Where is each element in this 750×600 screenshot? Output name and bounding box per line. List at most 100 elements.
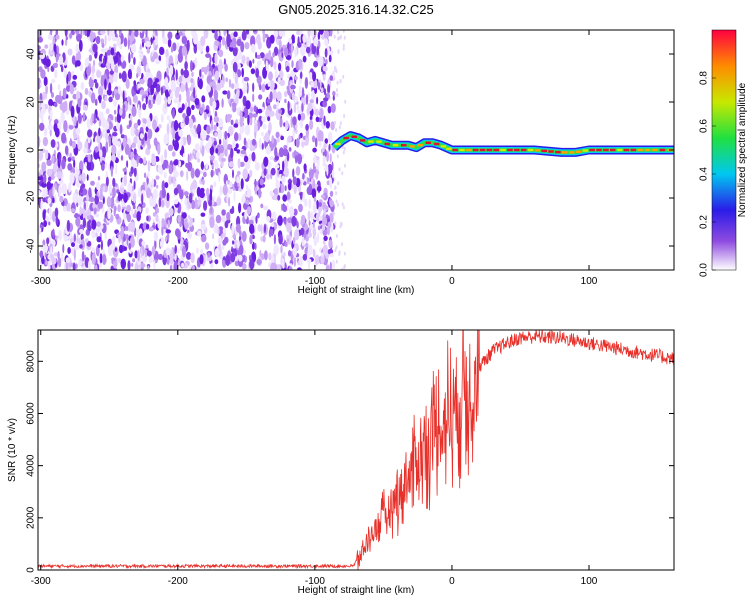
noise-cell	[284, 98, 287, 104]
noise-cell	[123, 192, 128, 203]
noise-cell	[66, 74, 69, 85]
noise-cell	[244, 42, 250, 50]
noise-cell	[86, 215, 92, 220]
noise-cell	[73, 159, 76, 168]
noise-cell	[305, 242, 309, 248]
noise-cell	[80, 185, 83, 194]
noise-cell	[229, 181, 233, 188]
noise-cell	[194, 98, 200, 106]
noise-cell	[305, 46, 311, 54]
noise-cell	[160, 199, 165, 208]
noise-cell	[182, 245, 186, 258]
noise-cell	[74, 62, 78, 67]
noise-cell	[253, 105, 257, 113]
noise-cell	[117, 204, 121, 213]
noise-cell	[232, 140, 236, 149]
snr-xlabel: Height of straight line (km)	[298, 585, 415, 596]
noise-cell	[166, 257, 170, 265]
noise-cell	[155, 213, 159, 223]
noise-cell	[301, 141, 304, 148]
noise-cell	[267, 81, 271, 87]
noise-cell	[95, 35, 101, 45]
noise-cell	[238, 254, 243, 262]
noise-cell	[281, 258, 285, 263]
noise-cell	[39, 224, 44, 229]
noise-cell	[198, 131, 201, 139]
noise-cell	[233, 93, 237, 100]
noise-cell	[312, 147, 317, 153]
noise-cell	[58, 153, 62, 164]
noise-cell	[125, 234, 129, 240]
noise-cell	[69, 32, 73, 39]
noise-cell	[102, 253, 107, 266]
noise-cell	[258, 187, 262, 199]
noise-cell	[280, 135, 285, 141]
noise-cell	[187, 217, 190, 223]
noise-cell	[136, 232, 139, 243]
noise-cell	[318, 202, 322, 207]
noise-cell	[222, 244, 225, 251]
noise-cell	[284, 90, 288, 98]
noise-cell	[231, 240, 235, 245]
noise-cell	[58, 229, 63, 242]
noise-cell	[141, 193, 144, 206]
noise-cell	[139, 78, 145, 85]
noise-cell	[271, 253, 275, 264]
noise-cell	[252, 146, 256, 151]
noise-cell	[181, 103, 185, 111]
noise-cell	[256, 34, 261, 45]
noise-cell	[213, 181, 217, 188]
noise-cell	[215, 82, 222, 91]
noise-cell	[265, 109, 271, 118]
noise-cell	[290, 84, 296, 90]
noise-cell	[259, 249, 262, 258]
noise-cell	[234, 73, 239, 85]
noise-cell	[327, 105, 332, 114]
noise-cell	[180, 82, 186, 93]
noise-cell	[137, 119, 141, 126]
noise-cell	[287, 179, 293, 184]
noise-cell	[251, 151, 256, 162]
noise-cell	[134, 209, 137, 217]
noise-cell	[331, 259, 335, 270]
noise-cell	[142, 123, 147, 130]
noise-cell	[302, 34, 307, 43]
noise-cell	[140, 30, 143, 34]
noise-cell	[131, 142, 136, 149]
noise-cell	[161, 217, 165, 228]
noise-cell	[55, 215, 59, 226]
noise-cell	[119, 107, 123, 116]
noise-cell	[106, 89, 112, 96]
colorbar-ticks: 0.0 0.2 0.4 0.6 0.8	[699, 71, 716, 277]
spectrogram-image	[38, 30, 674, 270]
noise-cell	[342, 30, 345, 33]
noise-cell	[130, 166, 134, 175]
noise-cell	[332, 90, 336, 97]
y-tick-label: 6000	[26, 402, 37, 425]
noise-cell	[237, 158, 241, 169]
noise-cell	[239, 116, 244, 128]
noise-cell	[246, 82, 249, 94]
noise-cell	[170, 46, 174, 53]
noise-cell	[285, 55, 292, 60]
noise-cell	[237, 132, 242, 142]
noise-cell	[200, 161, 205, 170]
noise-cell	[236, 176, 240, 184]
noise-cell	[118, 30, 122, 37]
noise-cell	[322, 213, 325, 225]
noise-cell	[208, 199, 213, 207]
noise-cell	[122, 90, 125, 103]
noise-cell	[179, 170, 184, 178]
noise-cell	[337, 36, 340, 41]
noise-cell	[50, 139, 56, 148]
noise-cell	[196, 247, 199, 254]
noise-cell	[235, 143, 239, 149]
noise-cell	[264, 132, 270, 143]
noise-cell	[249, 258, 255, 270]
noise-cell	[57, 95, 63, 105]
noise-cell	[286, 221, 292, 233]
noise-cell	[290, 42, 294, 54]
noise-cell	[283, 47, 289, 57]
noise-cell	[158, 197, 162, 208]
